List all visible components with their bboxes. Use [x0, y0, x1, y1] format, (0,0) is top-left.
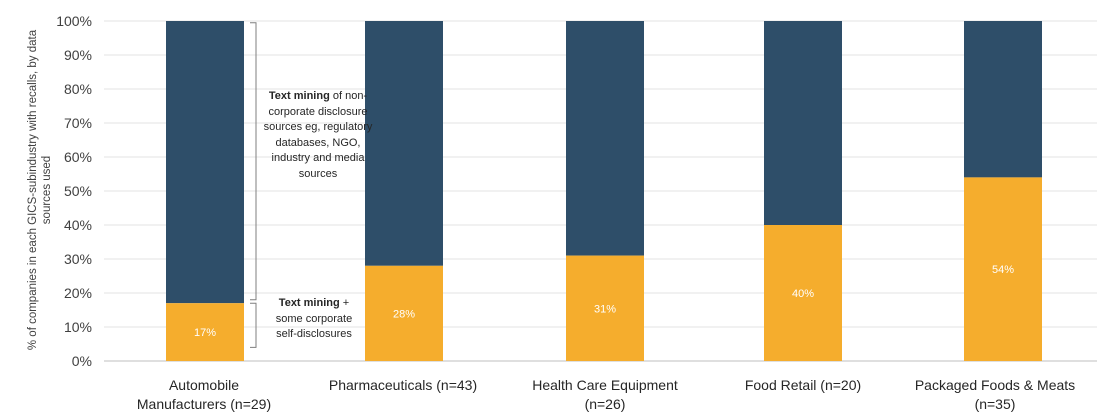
- x-label-automobile-manufacturers: Automobile Manufacturers (n=29): [104, 376, 304, 414]
- x-label-line1: Packaged Foods & Meats: [914, 377, 1076, 393]
- bar-segment-upper: [964, 21, 1042, 178]
- y-tick-label: 60%: [64, 149, 92, 165]
- x-label-pharmaceuticals: Pharmaceuticals (n=43): [303, 376, 503, 395]
- bar-segment-lower: [566, 255, 644, 361]
- annotation-bracket-lower: [250, 302, 257, 348]
- annotation-lower: Text mining + some corporate self-disclo…: [264, 296, 364, 343]
- bar-segment-upper: [566, 21, 644, 256]
- y-tick-label: 10%: [64, 319, 92, 335]
- bar-data-label: 31%: [594, 303, 616, 315]
- x-label-line1: Food Retail (n=20): [744, 377, 862, 393]
- bar-segment-lower: [365, 265, 443, 361]
- x-label-packaged-foods-meats: Packaged Foods & Meats (n=35): [893, 376, 1097, 414]
- y-tick-label: 100%: [56, 13, 92, 29]
- x-label-line2: (n=35): [974, 396, 1016, 412]
- y-axis-label-text: % of companies in each GICS-subindustry …: [27, 29, 53, 351]
- bar-data-label: 40%: [792, 288, 814, 300]
- y-tick-label: 20%: [64, 285, 92, 301]
- bar-data-label: 28%: [393, 308, 415, 320]
- x-label-line1: Pharmaceuticals (n=43): [328, 377, 478, 393]
- annotation-bracket-upper: [250, 22, 257, 301]
- x-label-health-care-equipment: Health Care Equipment (n=26): [505, 376, 705, 414]
- y-axis-label: % of companies in each GICS-subindustry …: [10, 0, 70, 380]
- x-label-line1: Health Care Equipment: [532, 377, 678, 393]
- bar-segment-upper: [764, 21, 842, 225]
- x-label-line1: Automobile: [168, 377, 240, 393]
- bar-data-label: 54%: [992, 264, 1014, 276]
- y-tick-label: 90%: [64, 47, 92, 63]
- y-tick-label: 50%: [64, 183, 92, 199]
- y-tick-label: 70%: [64, 115, 92, 131]
- annotation-upper: Text mining of non-corporate disclosure …: [262, 89, 374, 182]
- annotation-upper-text: of non-corporate disclosure sources eg, …: [263, 90, 373, 180]
- y-tick-label: 0%: [72, 353, 92, 369]
- bar-segment-lower: [964, 177, 1042, 361]
- x-label-line2: (n=26): [584, 396, 626, 412]
- y-tick-label: 30%: [64, 251, 92, 267]
- bar-segment-lower: [764, 225, 842, 361]
- y-tick-label: 80%: [64, 81, 92, 97]
- bar-segment-upper: [166, 21, 244, 304]
- x-label-food-retail: Food Retail (n=20): [703, 376, 903, 395]
- y-tick-label: 40%: [64, 217, 92, 233]
- x-label-line2: Manufacturers (n=29): [136, 396, 272, 412]
- annotation-lower-text: + some corporate self-disclosures: [275, 297, 353, 340]
- bar-segment-upper: [365, 21, 443, 266]
- bar-data-label: 17%: [194, 327, 216, 339]
- annotation-lower-bold: Text mining: [278, 297, 340, 309]
- annotation-upper-bold: Text mining: [268, 90, 330, 102]
- bar-segment-lower: [166, 303, 244, 361]
